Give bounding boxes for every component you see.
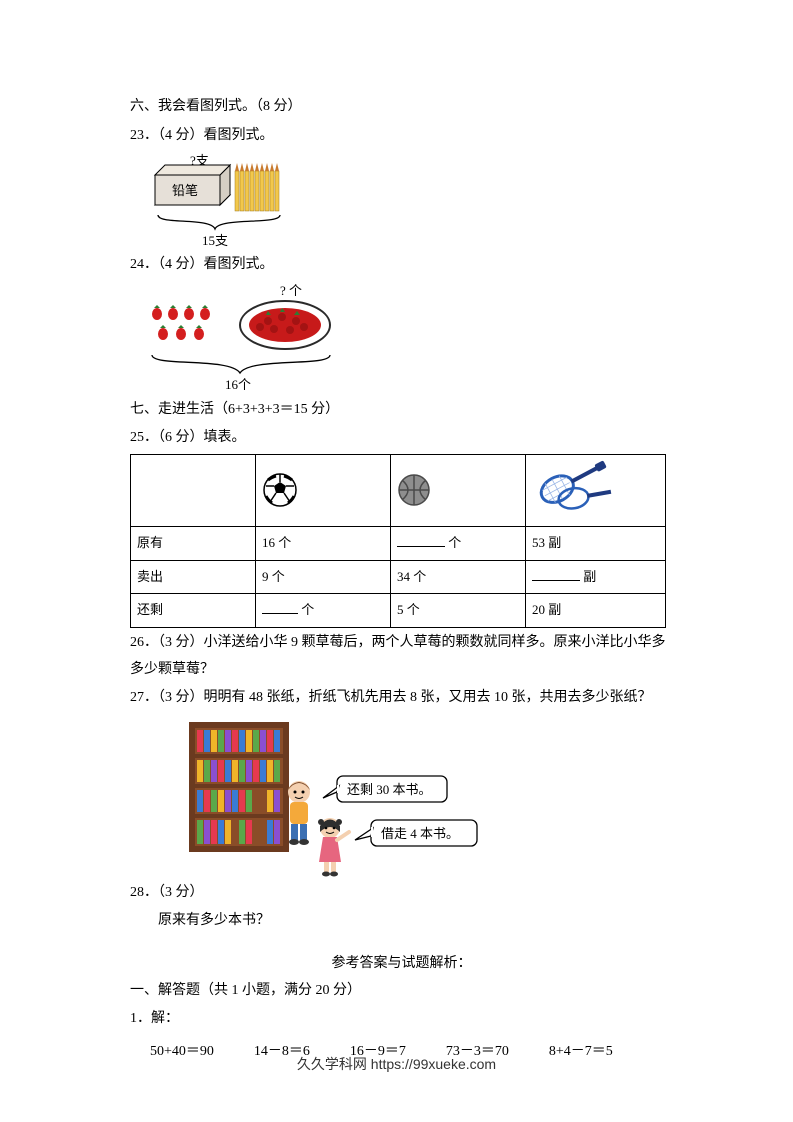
- pencil-box: 铅笔: [155, 165, 230, 205]
- brace-icon: [158, 215, 280, 229]
- answers-q1: 1．解：: [130, 1006, 673, 1033]
- q25-prompt: 25．（6 分）填表。: [130, 425, 673, 452]
- table-row: 还剩 个 5 个 20 副: [131, 594, 666, 628]
- q24-label-bottom: 16个: [225, 377, 251, 392]
- q28-prompt: 28．（3 分）: [130, 880, 673, 907]
- brace-icon: [152, 355, 330, 373]
- soccer-icon-cell: [256, 454, 391, 526]
- answers-heading: 参考答案与试题解析：: [130, 951, 673, 978]
- row-label: 卖出: [131, 560, 256, 594]
- girl-character: [318, 818, 349, 877]
- unit: 副: [583, 569, 596, 584]
- pencils: [235, 163, 279, 211]
- q24-prompt: 24．（4 分）看图列式。: [130, 252, 673, 279]
- cell: 34 个: [391, 560, 526, 594]
- row-label: 还剩: [131, 594, 256, 628]
- blank-input[interactable]: [532, 567, 580, 581]
- blank-input[interactable]: [397, 533, 445, 547]
- row-label: 原有: [131, 526, 256, 560]
- cell: 53 副: [526, 526, 666, 560]
- bubble2-text: 借走 4 本书。: [381, 826, 459, 841]
- q28-figure: 还剩 30 本书。 借走 4 本书。: [185, 718, 515, 878]
- plate: [240, 301, 330, 349]
- racket-icon: [532, 460, 622, 520]
- racket-icon-cell: [526, 454, 666, 526]
- boy-character: [288, 781, 310, 845]
- section-6-heading: 六、我会看图列式。（8 分）: [130, 94, 673, 121]
- cell: 9 个: [256, 560, 391, 594]
- q28-question: 原来有多少本书？: [158, 908, 673, 935]
- q26-text: 26．（3 分）小洋送给小华 9 颗草莓后，两个人草莓的颗数就同样多。原来小洋比…: [130, 630, 673, 683]
- q23-prompt: 23．（4 分）看图列式。: [130, 123, 673, 150]
- q23-label-bottom: 15支: [202, 233, 228, 248]
- cell: 个: [391, 526, 526, 560]
- cell: 20 副: [526, 594, 666, 628]
- speech-bubble-2: 借走 4 本书。: [355, 820, 477, 846]
- strawberries-left: [152, 305, 210, 340]
- page-footer: 久久学科网 https://99xueke.com: [0, 1051, 793, 1078]
- q23-box-label: 铅笔: [172, 183, 198, 198]
- basketball-icon-cell: [391, 454, 526, 526]
- cell: 5 个: [391, 594, 526, 628]
- table-header-row: [131, 454, 666, 526]
- cell: 16 个: [256, 526, 391, 560]
- q27-text: 27．（3 分）明明有 48 张纸，折纸飞机先用去 8 张，又用去 10 张，共…: [130, 685, 673, 712]
- blank-input[interactable]: [262, 600, 298, 614]
- bubble1-text: 还剩 30 本书。: [347, 782, 432, 797]
- cell: 副: [526, 560, 666, 594]
- table-row: 卖出 9 个 34 个 副: [131, 560, 666, 594]
- q24-label-top: ? 个: [280, 283, 302, 298]
- basketball-icon: [397, 473, 431, 507]
- table-row: 原有 16 个 个 53 副: [131, 526, 666, 560]
- section-7-heading: 七、走进生活（6+3+3+3＝15 分）: [130, 397, 673, 424]
- q24-figure: ? 个 16个: [140, 283, 673, 393]
- soccer-icon: [262, 472, 298, 508]
- bookshelf: [189, 722, 289, 852]
- unit: 个: [448, 535, 461, 550]
- q23-figure: ?支 铅笔 15支: [140, 153, 673, 248]
- unit: 个: [301, 602, 314, 617]
- cell: 个: [256, 594, 391, 628]
- speech-bubble-1: 还剩 30 本书。: [323, 776, 447, 802]
- answers-sec1: 一、解答题（共 1 小题，满分 20 分）: [130, 978, 673, 1005]
- q25-table: 原有 16 个 个 53 副 卖出 9 个 34 个 副 还剩 个 5 个 20…: [130, 454, 666, 628]
